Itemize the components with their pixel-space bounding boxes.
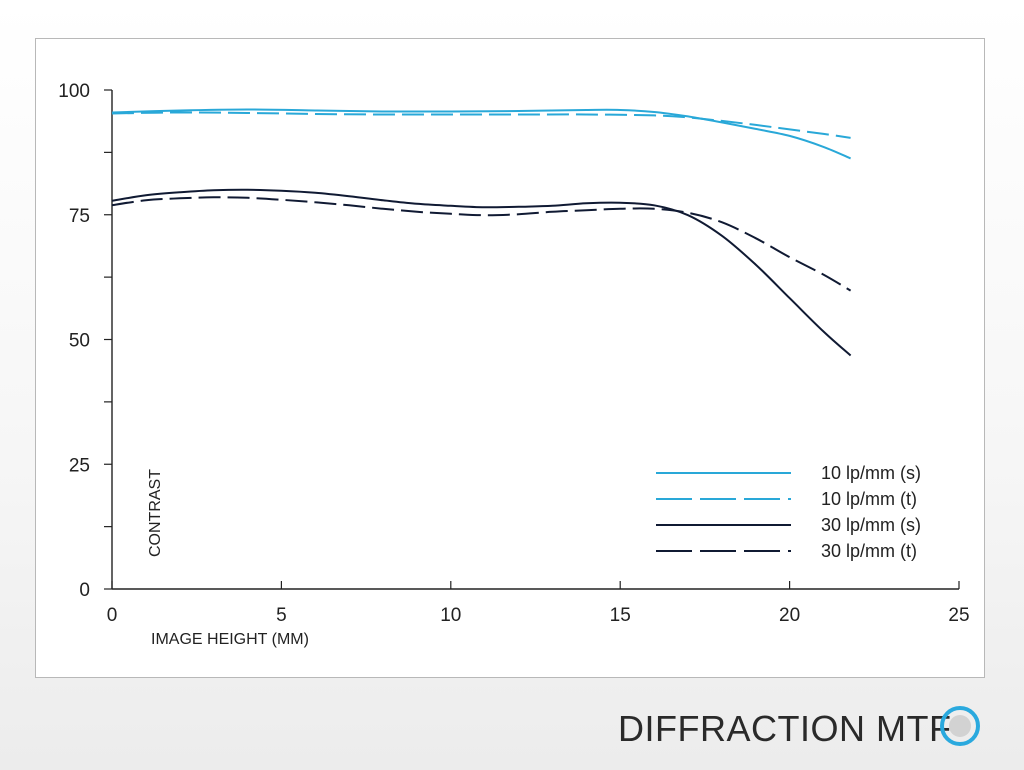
y-tick-label: 25 — [69, 455, 90, 476]
x-tick-label: 15 — [610, 605, 631, 626]
radio-circle-icon — [940, 706, 980, 746]
y-axis-title: CONTRAST — [147, 469, 164, 557]
legend-label-1: 10 lp/mm (s) — [821, 463, 921, 483]
legend-label-2: 10 lp/mm (t) — [821, 489, 917, 509]
legend-label-3: 30 lp/mm (s) — [821, 515, 921, 535]
x-tick-label: 25 — [948, 605, 969, 626]
series-line-4 — [111, 196, 852, 292]
chart-panel: 0 25 50 75 100 0 5 10 15 20 25 IMAGE HEIGHT (MM) CON… — [35, 38, 985, 678]
series-line-3 — [111, 188, 852, 357]
x-tick-label: 0 — [107, 605, 118, 626]
series-line-2 — [111, 111, 851, 139]
footer-title: DIFFRACTION MTF — [618, 708, 952, 749]
y-tick-label: 100 — [58, 81, 90, 102]
series-line-1 — [111, 108, 851, 160]
mtf-chart: 0 25 50 75 100 0 5 10 15 20 25 IMAGE HEIGHT (MM) CON… — [58, 81, 969, 648]
x-tick-label: 10 — [440, 605, 461, 626]
y-tick-label: 75 — [69, 206, 90, 227]
x-axis-title: IMAGE HEIGHT (MM) — [151, 631, 309, 648]
y-tick-label: 50 — [69, 331, 90, 352]
y-tick-label: 0 — [79, 580, 90, 601]
x-tick-label: 5 — [276, 605, 287, 626]
x-tick-label: 20 — [779, 605, 800, 626]
radio-dot — [949, 715, 971, 737]
legend-label-4: 30 lp/mm (t) — [821, 541, 917, 561]
